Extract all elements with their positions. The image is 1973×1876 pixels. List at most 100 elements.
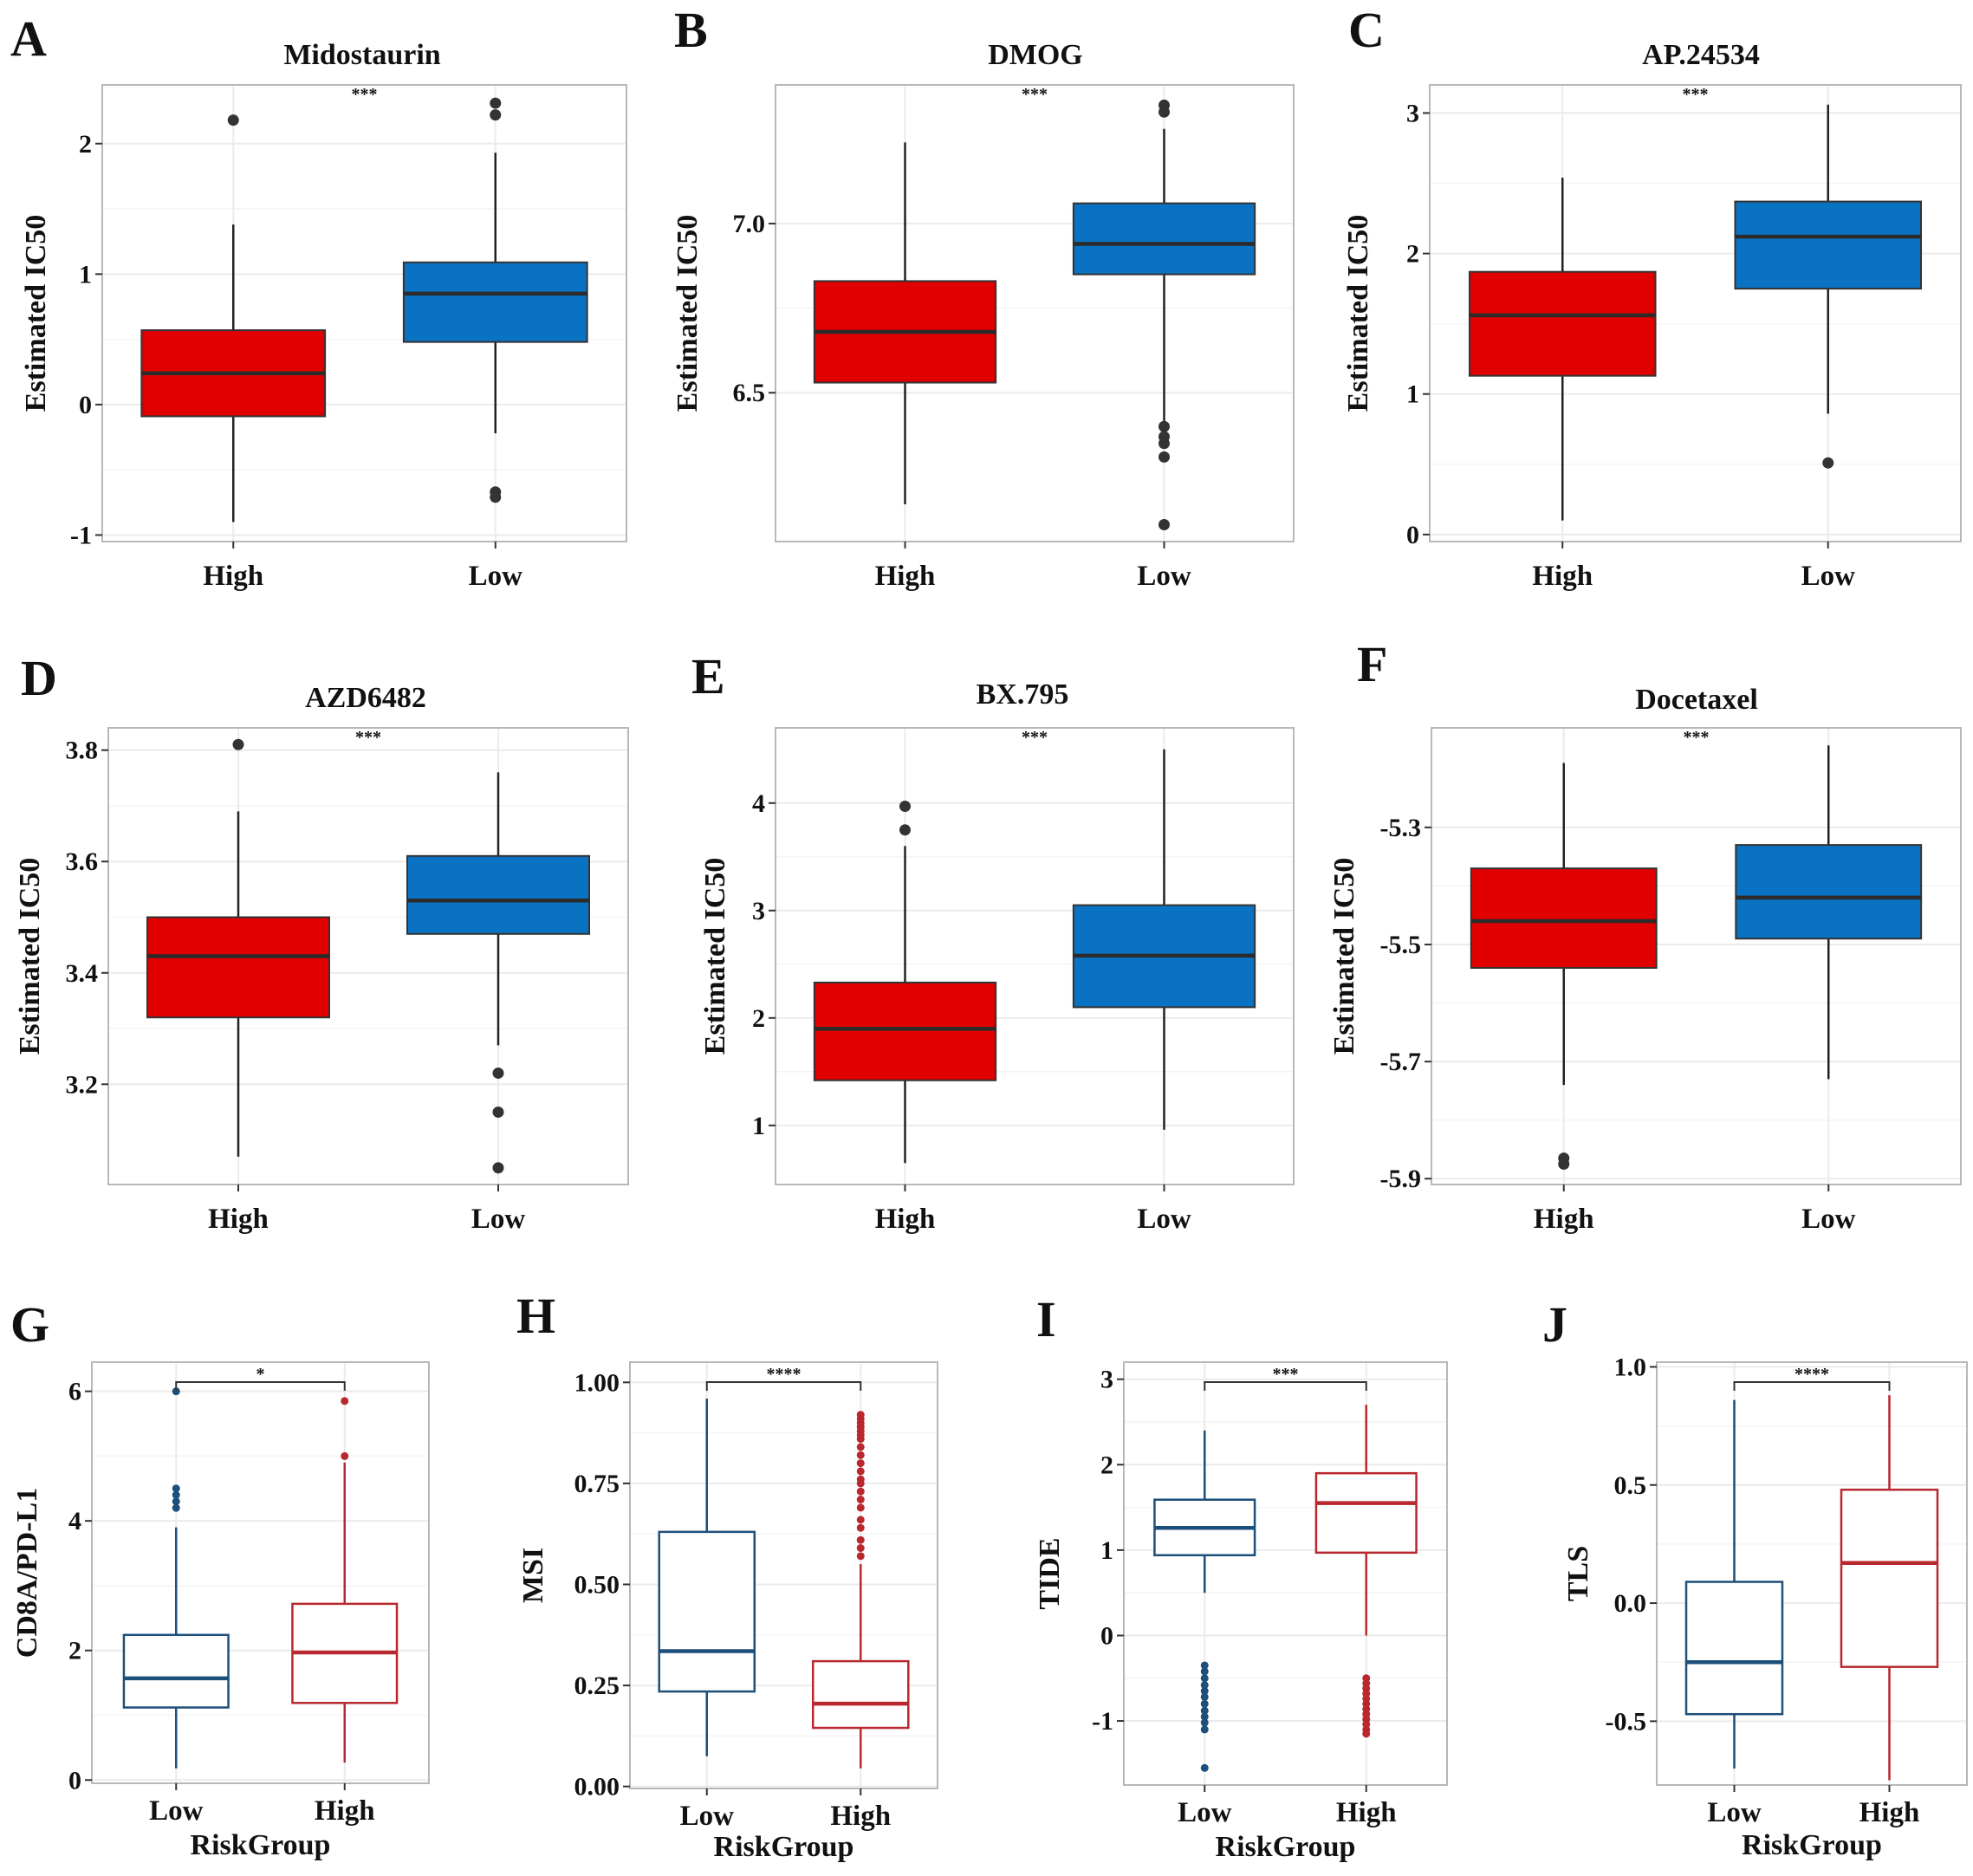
significance-label: **** bbox=[767, 1365, 802, 1384]
box-iqr bbox=[811, 1659, 910, 1730]
outlier-point bbox=[232, 738, 244, 750]
significance-label: *** bbox=[355, 728, 381, 747]
y-tick-label: 4 bbox=[752, 789, 765, 818]
y-axis-label: MSI bbox=[517, 1548, 549, 1603]
y-tick-label: 1 bbox=[1100, 1536, 1113, 1565]
chart-title: AZD6482 bbox=[305, 682, 426, 714]
outlier-point bbox=[172, 1503, 180, 1512]
y-tick-label: 1 bbox=[752, 1112, 765, 1140]
outlier-point bbox=[856, 1451, 865, 1459]
box-iqr bbox=[1468, 270, 1657, 377]
box-low bbox=[1684, 1399, 1784, 1769]
panel-f-chart: -5.9 -5.7 -5.5 -5.3 High Low *** Docetaxel Estim… bbox=[1328, 684, 1962, 1235]
x-tick-label: Low bbox=[1801, 561, 1856, 592]
y-tick-label: 4 bbox=[68, 1507, 81, 1535]
y-axis-label: Estimated IC50 bbox=[14, 858, 46, 1055]
outlier-point bbox=[856, 1467, 865, 1476]
outlier-point bbox=[492, 1106, 504, 1118]
outlier-point bbox=[1200, 1763, 1209, 1772]
plot-border bbox=[775, 84, 1295, 542]
y-tick-label: 3 bbox=[1406, 99, 1419, 127]
y-tick-label: 7.0 bbox=[733, 210, 766, 238]
x-tick-label: High bbox=[875, 561, 936, 592]
outlier-point bbox=[227, 114, 239, 127]
x-tick-label: Low bbox=[469, 561, 523, 592]
chart-title: DMOG bbox=[988, 39, 1083, 71]
panel-i-chart: -1 0 1 2 3 Low High *** TIDE RiskGroup bbox=[1034, 1361, 1448, 1863]
box-high bbox=[291, 1397, 399, 1763]
panel-letter-i: I bbox=[1036, 1291, 1056, 1347]
y-tick-label: 2 bbox=[79, 130, 92, 159]
significance-label: *** bbox=[352, 85, 378, 104]
panel-letter-g: G bbox=[10, 1296, 49, 1353]
box-high bbox=[1470, 763, 1658, 1170]
outlier-point bbox=[856, 1487, 865, 1496]
outlier-point bbox=[856, 1435, 865, 1444]
x-tick-label: Low bbox=[1801, 1204, 1856, 1235]
significance-label: **** bbox=[1795, 1365, 1829, 1384]
panel-letter-b: B bbox=[674, 2, 708, 58]
x-tick-label: Low bbox=[680, 1801, 735, 1832]
chart-title: BX.795 bbox=[977, 678, 1069, 711]
outlier-point bbox=[1158, 106, 1170, 118]
panel-c-chart: 0 1 2 3 High Low *** AP.24534 Estimated IC50 bbox=[1342, 39, 1962, 592]
outlier-point bbox=[1200, 1712, 1209, 1721]
y-tick-label: 0 bbox=[1406, 521, 1419, 549]
box-iqr bbox=[402, 261, 588, 343]
outlier-point bbox=[490, 97, 502, 109]
box-high bbox=[811, 1411, 910, 1769]
outlier-point bbox=[172, 1484, 180, 1493]
chart-title: AP.24534 bbox=[1642, 39, 1760, 71]
y-tick-label: -0.5 bbox=[1606, 1707, 1647, 1736]
y-axis-label: CD8A/PD-L1 bbox=[11, 1488, 43, 1658]
y-tick-label: 1.00 bbox=[574, 1368, 620, 1397]
box-iqr bbox=[1734, 200, 1923, 290]
outlier-point bbox=[1158, 518, 1170, 530]
box-low bbox=[658, 1398, 756, 1756]
outlier-point bbox=[1200, 1674, 1209, 1683]
plot-background bbox=[1124, 1362, 1447, 1785]
panel-letter-e: E bbox=[691, 648, 725, 704]
panel-j-chart: -0.5 0.0 0.5 1.0 Low High **** TLS RiskGroup bbox=[1562, 1353, 1968, 1861]
y-tick-label: 1 bbox=[79, 260, 92, 289]
y-tick-label: 2 bbox=[752, 1004, 765, 1033]
outlier-point bbox=[856, 1552, 865, 1561]
y-tick-label: -1 bbox=[1092, 1707, 1113, 1736]
x-tick-label: Low bbox=[1137, 1204, 1191, 1235]
x-tick-label: High bbox=[203, 561, 263, 592]
panel-letter-f: F bbox=[1357, 636, 1387, 692]
chart-title: Docetaxel bbox=[1635, 684, 1758, 716]
outlier-point bbox=[1158, 438, 1170, 450]
y-tick-label: 0.75 bbox=[574, 1470, 620, 1498]
x-tick-label: High bbox=[830, 1801, 891, 1832]
x-tick-label: High bbox=[1534, 1204, 1594, 1235]
significance-label: *** bbox=[1683, 85, 1709, 104]
y-axis-label: Estimated IC50 bbox=[1342, 215, 1374, 412]
box-high bbox=[1468, 178, 1657, 521]
plot-background bbox=[92, 1362, 429, 1783]
significance-label: * bbox=[256, 1365, 265, 1384]
y-tick-label: 0.00 bbox=[574, 1773, 620, 1801]
box-iqr bbox=[1072, 202, 1256, 276]
box-iqr bbox=[146, 916, 330, 1019]
y-tick-label: 3 bbox=[1100, 1366, 1113, 1394]
box-iqr bbox=[1735, 844, 1923, 940]
significance-bracket bbox=[175, 1381, 346, 1391]
box-high bbox=[140, 114, 327, 523]
outlier-point bbox=[1200, 1687, 1209, 1696]
box-low bbox=[1153, 1430, 1256, 1772]
y-tick-label: 3 bbox=[752, 897, 765, 925]
y-axis-label: TIDE bbox=[1034, 1537, 1066, 1609]
x-tick-label: High bbox=[875, 1204, 936, 1235]
outlier-point bbox=[856, 1479, 865, 1488]
box-iqr bbox=[658, 1530, 756, 1693]
panel-letter-j: J bbox=[1542, 1296, 1567, 1353]
panel-letter-c: C bbox=[1348, 2, 1385, 58]
outlier-point bbox=[856, 1535, 865, 1544]
y-tick-label: -5.3 bbox=[1380, 814, 1422, 842]
y-tick-label: 3.4 bbox=[66, 959, 99, 988]
outlier-point bbox=[1158, 451, 1170, 463]
box-iqr bbox=[406, 854, 590, 935]
y-axis-label: TLS bbox=[1562, 1546, 1594, 1601]
x-tick-label: Low bbox=[1137, 561, 1191, 592]
